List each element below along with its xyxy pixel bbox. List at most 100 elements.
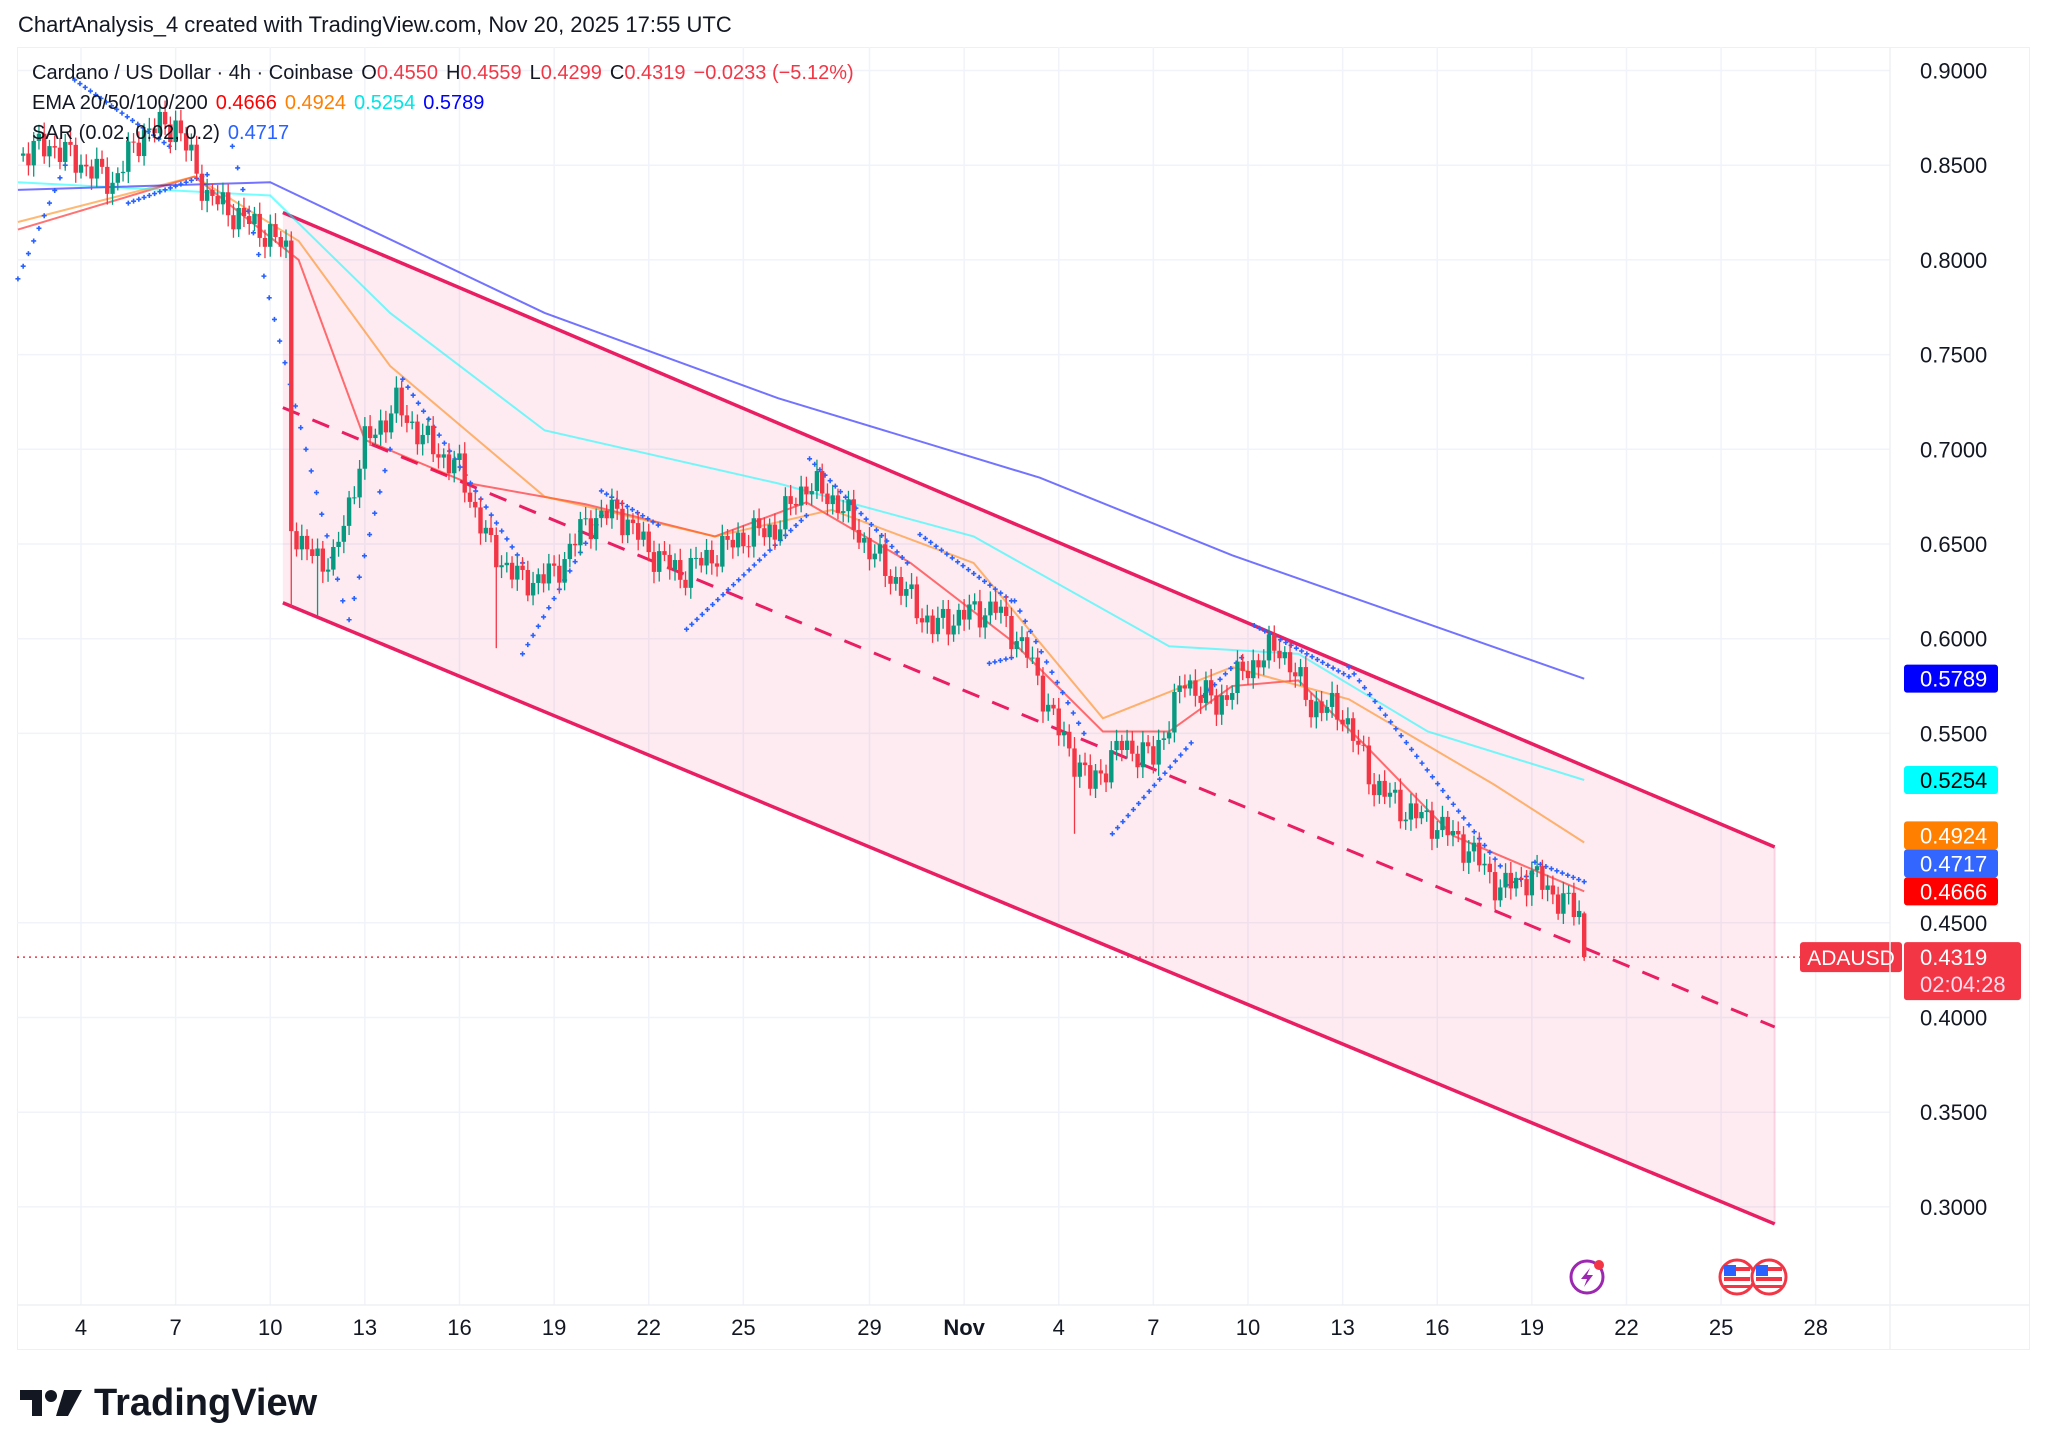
sar-dot [530, 632, 536, 638]
candle-body [1561, 893, 1566, 914]
event-icons [1569, 1258, 1788, 1296]
sar-dot [282, 360, 288, 366]
candle [751, 510, 757, 558]
candle [572, 533, 578, 557]
candle [1477, 832, 1482, 872]
sar-dot [1320, 659, 1326, 665]
candle-body [289, 240, 294, 532]
low-label: L [529, 62, 541, 84]
candle-body [204, 189, 210, 201]
candle [1534, 854, 1540, 878]
candle-body [1082, 762, 1088, 766]
candle-body [1145, 742, 1151, 747]
time-axis[interactable]: 4 7 10 13 16 19 22 25 29 Nov 4 7 10 13 16 19 22 25 28 [17, 1304, 2030, 1340]
sar-dot [1554, 868, 1560, 874]
sar-dot [277, 338, 283, 344]
price-tick-label: 0.9000 [1920, 59, 1987, 84]
candle-body [1266, 634, 1272, 661]
price-tick-label: 0.8500 [1920, 153, 1987, 178]
candle-body [1471, 842, 1477, 852]
sar-dot [382, 468, 388, 474]
sar-dot [136, 196, 142, 202]
candle-body [804, 486, 809, 495]
candle [988, 591, 993, 625]
candle-body [620, 508, 625, 536]
candle-body [935, 617, 941, 635]
sar-dot [938, 547, 944, 553]
sar-dot [426, 416, 432, 422]
symbol-title[interactable]: Cardano / US Dollar · 4h · Coinbase [32, 62, 354, 84]
sar-dot [1445, 794, 1451, 800]
sar-dot [157, 189, 163, 195]
sar-dot [436, 432, 442, 438]
candle [1566, 885, 1571, 905]
candle-body [1524, 879, 1529, 896]
candle-body [1193, 680, 1198, 696]
candle-body [73, 144, 78, 173]
candle-body [1230, 693, 1235, 700]
sar-dot [1136, 800, 1142, 806]
last-price-tag [1904, 942, 2021, 1001]
candle [1581, 911, 1587, 961]
candle-body [47, 146, 52, 157]
candle-body [1093, 770, 1098, 789]
candle-body [1277, 650, 1282, 659]
candle [473, 491, 478, 518]
candle [346, 490, 352, 536]
time-tick-label: 25 [1709, 1315, 1733, 1340]
sar-dot [1070, 710, 1076, 716]
candle [446, 443, 452, 481]
candle-body [741, 532, 746, 547]
us-flag-event-icon[interactable] [1718, 1258, 1756, 1296]
candle [162, 100, 168, 135]
us-flag-event-icon[interactable] [1750, 1258, 1788, 1296]
candle [52, 135, 57, 159]
sar-dot [130, 117, 136, 123]
sar-dot [1309, 654, 1315, 660]
candle [1035, 648, 1040, 686]
sar-dot [1217, 676, 1223, 682]
high-label: H [446, 62, 461, 84]
candle-body [436, 454, 441, 458]
candle [867, 527, 872, 571]
sar-dot [57, 175, 63, 181]
candle-body [846, 499, 851, 512]
tradingview-logo[interactable]: TradingView [20, 1382, 317, 1425]
candle-body [1508, 872, 1514, 889]
candle [620, 499, 625, 544]
sar-dot [292, 403, 298, 409]
candle-body [862, 538, 867, 543]
sar-legend[interactable]: SAR (0.02, 0.02, 0.2) 0.4717 [32, 122, 297, 145]
candle-body [1466, 851, 1471, 863]
candle-body [1382, 780, 1387, 797]
candle-body [1440, 816, 1445, 831]
candle [741, 525, 746, 554]
price-axis[interactable]: 0.9000 0.8500 0.8000 0.7500 0.7000 0.6500 0.60… [1889, 47, 1998, 1350]
sar-dot [1576, 877, 1582, 883]
lightning-event-icon[interactable] [1569, 1259, 1605, 1295]
candle [268, 214, 273, 257]
time-tick-label: 10 [258, 1315, 282, 1340]
candle [388, 405, 394, 439]
ema-legend[interactable]: EMA 20/50/100/200 0.4666 0.4924 0.5254 0.578… [32, 92, 492, 115]
candle [1098, 759, 1103, 785]
candle [1198, 686, 1203, 714]
candle [1487, 856, 1492, 884]
candle [131, 133, 136, 153]
candle [1445, 810, 1450, 846]
candle-body [982, 615, 988, 628]
candle-body [961, 609, 967, 620]
indicator-price-tag-label: 0.4717 [1920, 851, 1987, 876]
candle [1077, 754, 1082, 788]
candle-body [131, 141, 136, 143]
candle [1303, 655, 1309, 707]
sar-dot [535, 623, 541, 629]
candle-body [520, 565, 525, 570]
candle [1392, 782, 1398, 804]
candle [1324, 699, 1330, 721]
candle-body [1314, 701, 1319, 718]
candle [94, 147, 99, 188]
close-label: C [609, 62, 625, 84]
candle [1413, 792, 1419, 829]
